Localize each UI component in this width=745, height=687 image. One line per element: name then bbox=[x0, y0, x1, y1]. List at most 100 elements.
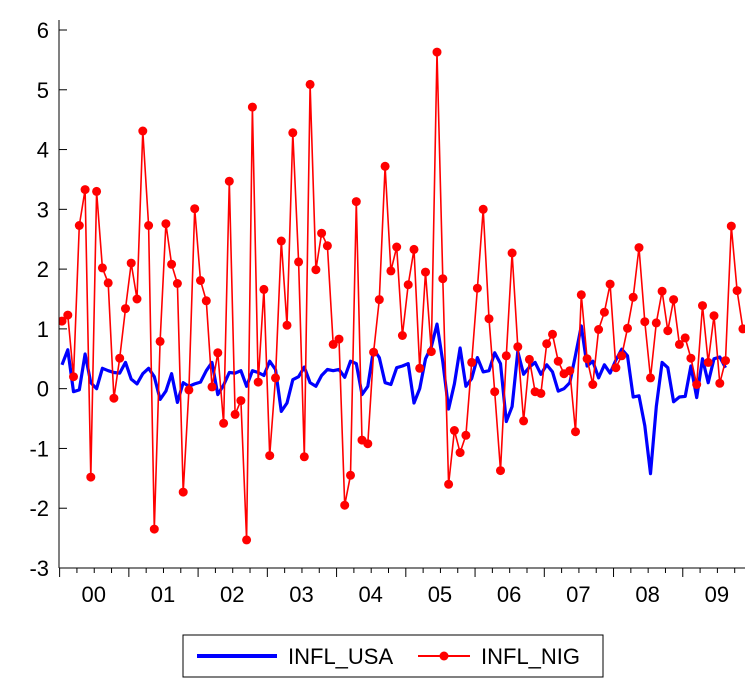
point-infl-nig bbox=[392, 242, 402, 252]
y-tick-label: 1 bbox=[37, 317, 49, 342]
point-infl-nig bbox=[282, 320, 292, 330]
point-infl-nig bbox=[455, 448, 465, 458]
point-infl-nig bbox=[74, 221, 84, 230]
point-infl-nig bbox=[155, 336, 165, 346]
point-infl-nig bbox=[432, 47, 442, 57]
point-infl-nig bbox=[184, 385, 194, 395]
point-infl-nig bbox=[669, 295, 679, 305]
point-infl-nig bbox=[715, 378, 725, 388]
point-infl-nig bbox=[507, 248, 517, 258]
point-infl-nig bbox=[207, 382, 217, 392]
point-infl-nig bbox=[115, 353, 125, 363]
point-infl-nig bbox=[63, 310, 73, 320]
point-infl-nig bbox=[311, 265, 321, 275]
point-infl-nig bbox=[230, 409, 240, 419]
point-infl-nig bbox=[438, 274, 448, 284]
x-tick-label: 08 bbox=[635, 582, 659, 607]
point-infl-nig bbox=[426, 347, 436, 357]
point-infl-nig bbox=[467, 357, 477, 367]
point-infl-nig bbox=[726, 221, 736, 231]
point-infl-nig bbox=[599, 307, 609, 317]
point-infl-nig bbox=[138, 126, 148, 136]
legend-label-infl-nig: INFL_NIG bbox=[481, 644, 580, 669]
point-infl-nig bbox=[86, 472, 96, 482]
point-infl-nig bbox=[328, 339, 338, 349]
point-infl-nig bbox=[97, 263, 107, 273]
point-infl-nig bbox=[524, 354, 534, 364]
y-axis-ticks: -3 -2 -1 0 1 2 3 4 5 6 bbox=[29, 18, 67, 581]
point-infl-nig bbox=[409, 244, 419, 254]
point-infl-nig bbox=[513, 342, 523, 352]
point-infl-nig bbox=[109, 393, 119, 403]
point-infl-nig bbox=[59, 316, 67, 326]
point-infl-nig bbox=[698, 301, 707, 311]
point-infl-nig bbox=[686, 353, 696, 363]
x-tick-label: 00 bbox=[81, 582, 105, 607]
point-infl-nig bbox=[80, 185, 90, 195]
point-infl-nig bbox=[588, 380, 598, 389]
point-infl-nig bbox=[732, 286, 742, 296]
point-infl-nig bbox=[634, 243, 644, 253]
y-tick-label: 6 bbox=[37, 18, 49, 43]
point-infl-nig bbox=[317, 228, 327, 238]
point-infl-nig bbox=[628, 292, 638, 302]
point-infl-nig bbox=[553, 356, 563, 366]
point-infl-nig bbox=[299, 452, 309, 462]
point-infl-nig bbox=[617, 351, 627, 361]
point-infl-nig bbox=[611, 363, 621, 373]
point-infl-nig bbox=[738, 324, 745, 334]
point-infl-nig bbox=[103, 278, 113, 288]
plot-area bbox=[59, 47, 745, 545]
point-infl-nig bbox=[594, 325, 604, 334]
x-axis-ticks: 00 01 02 03 04 05 06 07 08 09 bbox=[59, 568, 736, 607]
point-infl-nig bbox=[242, 535, 252, 545]
point-infl-nig bbox=[415, 363, 425, 373]
point-infl-nig bbox=[213, 348, 223, 358]
point-infl-nig bbox=[201, 296, 211, 306]
point-infl-nig bbox=[674, 339, 684, 349]
y-tick-label: 2 bbox=[37, 257, 49, 282]
point-infl-nig bbox=[334, 334, 344, 344]
point-infl-nig bbox=[259, 284, 269, 294]
point-infl-nig bbox=[576, 290, 586, 300]
y-tick-label: 5 bbox=[37, 78, 49, 103]
y-tick-label: -3 bbox=[29, 556, 49, 581]
point-infl-nig bbox=[369, 347, 379, 357]
point-infl-nig bbox=[172, 279, 182, 288]
x-tick-label: 06 bbox=[497, 582, 521, 607]
point-infl-nig bbox=[340, 500, 350, 510]
point-infl-nig bbox=[322, 241, 332, 251]
point-infl-nig bbox=[449, 426, 459, 435]
point-infl-nig bbox=[363, 439, 373, 449]
point-infl-nig bbox=[663, 326, 673, 336]
point-infl-nig bbox=[421, 267, 430, 277]
point-infl-nig bbox=[484, 314, 494, 324]
legend-label-infl-usa: INFL_USA bbox=[288, 644, 393, 669]
point-infl-nig bbox=[144, 221, 154, 230]
point-infl-nig bbox=[472, 283, 482, 293]
point-infl-nig bbox=[692, 380, 702, 389]
legend-marker-infl-nig bbox=[439, 651, 449, 661]
point-infl-nig bbox=[605, 279, 615, 289]
point-infl-nig bbox=[640, 317, 650, 327]
point-infl-nig bbox=[490, 387, 500, 397]
y-tick-label: -1 bbox=[29, 436, 49, 461]
point-infl-nig bbox=[253, 377, 263, 387]
y-tick-label: -2 bbox=[29, 496, 49, 521]
point-infl-nig bbox=[167, 259, 177, 269]
point-infl-nig bbox=[219, 418, 229, 428]
point-infl-nig bbox=[178, 487, 188, 497]
x-tick-label: 05 bbox=[428, 582, 452, 607]
point-infl-nig bbox=[680, 333, 690, 343]
point-infl-nig bbox=[721, 356, 730, 366]
point-infl-nig bbox=[709, 311, 719, 321]
y-tick-label: 4 bbox=[37, 138, 49, 163]
point-infl-nig bbox=[703, 357, 713, 367]
x-tick-label: 09 bbox=[705, 582, 729, 607]
point-infl-nig bbox=[461, 430, 471, 440]
point-infl-nig bbox=[161, 219, 171, 229]
point-infl-nig bbox=[236, 396, 246, 406]
point-infl-nig bbox=[346, 470, 355, 480]
